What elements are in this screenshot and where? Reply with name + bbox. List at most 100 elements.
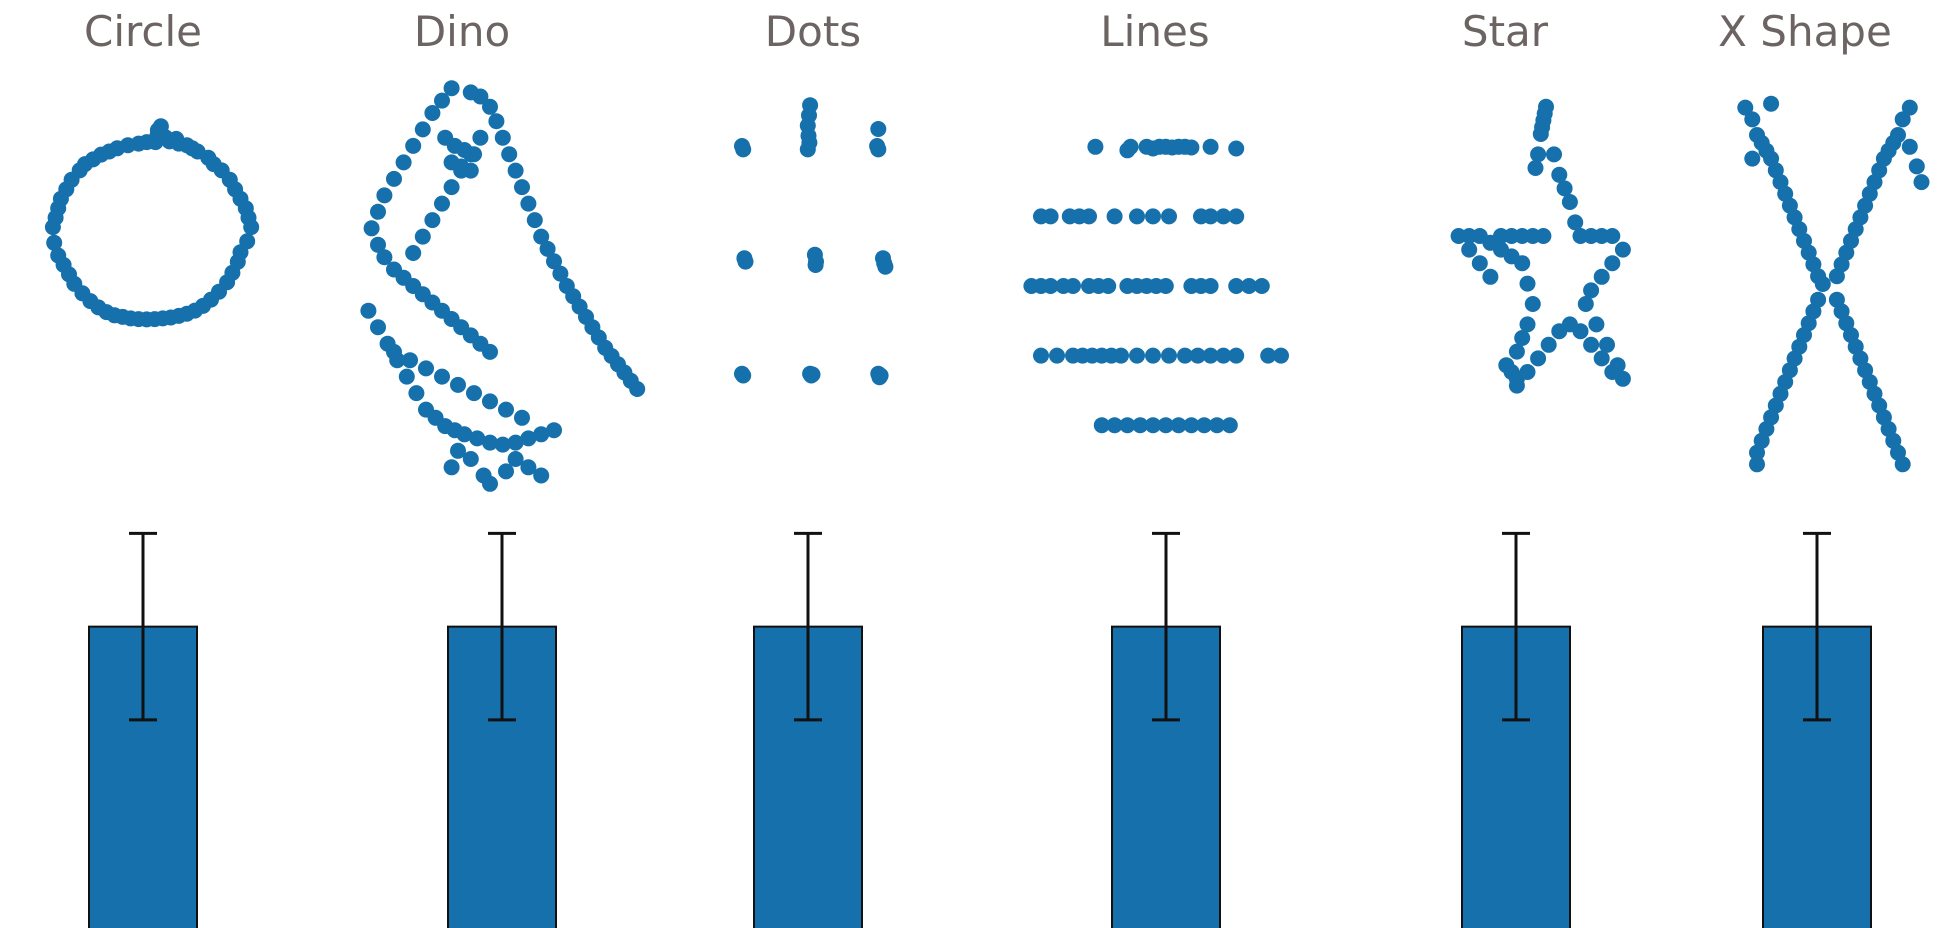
scatter-point bbox=[1583, 282, 1600, 299]
scatter-point bbox=[494, 436, 511, 453]
scatter-point bbox=[1532, 126, 1549, 142]
scatter-point bbox=[434, 92, 450, 109]
scatter-point bbox=[1177, 347, 1193, 364]
scatter-point bbox=[1157, 278, 1174, 294]
scatter-point bbox=[1599, 336, 1615, 353]
scatter-point bbox=[1894, 456, 1911, 473]
scatter-point bbox=[1749, 456, 1765, 473]
scatter-point bbox=[1106, 417, 1123, 434]
scatter-point bbox=[418, 360, 434, 377]
scatter-point bbox=[1215, 347, 1232, 364]
scatter-point bbox=[507, 451, 524, 467]
scatter-point bbox=[1508, 343, 1525, 360]
scatter-point bbox=[1556, 180, 1573, 197]
scatter-point bbox=[1514, 330, 1531, 346]
scatter-point bbox=[514, 409, 530, 426]
scatter-point bbox=[395, 154, 412, 171]
scatter-point bbox=[1202, 278, 1219, 294]
scatter-point bbox=[1042, 208, 1059, 225]
scatter-point bbox=[1202, 347, 1219, 364]
scatter-point bbox=[1042, 278, 1059, 294]
scatter-point bbox=[46, 234, 63, 251]
scatter-point bbox=[1122, 138, 1139, 155]
scatter-point bbox=[456, 426, 473, 443]
scatter-point bbox=[1065, 278, 1081, 294]
scatter-point bbox=[799, 141, 816, 158]
scatter-point bbox=[533, 426, 550, 443]
scatter-point bbox=[1593, 268, 1610, 285]
scatter-panel-star bbox=[1450, 98, 1631, 394]
scatter-point bbox=[472, 88, 489, 105]
panel-title: X Shape bbox=[1718, 7, 1892, 56]
scatter-point bbox=[405, 245, 422, 261]
scatter-point bbox=[1202, 208, 1219, 225]
scatter-point bbox=[1901, 138, 1918, 155]
scatter-point bbox=[1749, 444, 1765, 461]
scatter-point bbox=[462, 451, 479, 467]
scatter-point bbox=[507, 434, 524, 451]
scatter-point bbox=[44, 219, 61, 236]
scatter-point bbox=[414, 228, 431, 245]
error-bar bbox=[1803, 531, 1831, 722]
scatter-point bbox=[1215, 208, 1232, 225]
scatter-point bbox=[1228, 278, 1245, 294]
scatter-point bbox=[1196, 417, 1213, 434]
scatter-point bbox=[1540, 336, 1557, 353]
scatter-point bbox=[1604, 228, 1621, 244]
scatter-point bbox=[520, 195, 537, 212]
scatter-point bbox=[1461, 241, 1478, 258]
scatter-point bbox=[1161, 208, 1177, 225]
scatter-point bbox=[376, 187, 393, 204]
scatter-point bbox=[737, 253, 754, 270]
scatter-point bbox=[494, 129, 511, 146]
scatter-point bbox=[443, 179, 460, 196]
scatter-point bbox=[1524, 296, 1541, 312]
scatter-point bbox=[1482, 268, 1499, 285]
scatter-point bbox=[482, 475, 498, 492]
scatter-point bbox=[1498, 357, 1515, 374]
error-bar bbox=[129, 531, 157, 722]
scatter-point bbox=[1129, 208, 1145, 225]
scatter-point bbox=[1170, 417, 1187, 434]
scatter-point bbox=[546, 422, 562, 439]
scatter-point bbox=[462, 162, 479, 179]
scatter-point bbox=[482, 343, 498, 360]
scatter-point bbox=[1744, 111, 1761, 128]
scatter-point bbox=[402, 352, 418, 369]
scatter-panel-lines bbox=[1023, 138, 1289, 434]
scatter-point bbox=[872, 367, 889, 384]
scatter-panels bbox=[44, 80, 1930, 492]
scatter-point bbox=[1604, 255, 1621, 272]
scatter-panel-circle bbox=[44, 118, 260, 328]
scatter-point bbox=[1588, 316, 1605, 333]
scatter-point bbox=[1161, 347, 1177, 364]
bar-panel bbox=[88, 531, 1872, 928]
scatter-point bbox=[1228, 208, 1245, 225]
scatter-point bbox=[243, 219, 260, 236]
scatter-point bbox=[1228, 347, 1245, 364]
scatter-point bbox=[501, 146, 518, 163]
scatter-point bbox=[1157, 417, 1174, 434]
scatter-point bbox=[370, 236, 386, 253]
scatter-point bbox=[405, 137, 422, 154]
scatter-point bbox=[1535, 228, 1552, 244]
scatter-point bbox=[514, 179, 530, 196]
error-bar bbox=[794, 531, 822, 722]
scatter-point bbox=[1129, 347, 1145, 364]
scatter-point bbox=[1604, 364, 1621, 380]
scatter-point bbox=[1145, 347, 1161, 364]
scatter-point bbox=[1119, 417, 1136, 434]
scatter-point bbox=[232, 244, 249, 261]
panel-title: Lines bbox=[1100, 7, 1209, 56]
scatter-point bbox=[1183, 139, 1200, 156]
scatter-point bbox=[414, 121, 431, 138]
scatter-point bbox=[507, 162, 524, 179]
scatter-point bbox=[482, 98, 498, 115]
scatter-point bbox=[1450, 228, 1467, 244]
scatter-point bbox=[376, 249, 393, 266]
scatter-point bbox=[1828, 268, 1845, 285]
scatter-point bbox=[870, 121, 887, 137]
scatter-point bbox=[360, 302, 377, 319]
scatter-point bbox=[149, 122, 166, 139]
